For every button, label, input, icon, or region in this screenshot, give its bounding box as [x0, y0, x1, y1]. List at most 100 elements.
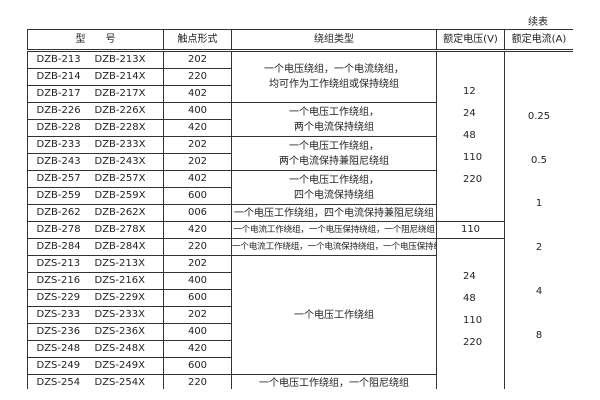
spec-table-container: 型 号 触点形式 绕组类型 额定电压(V) 额定电流(A) DZB-213 DZB… — [27, 29, 573, 389]
contact-form-cell: 202 — [163, 306, 232, 324]
contact-form-cell: 402 — [163, 170, 232, 188]
winding-type-cell: 一个电压工作绕组， 四个电流保持绕组 — [231, 170, 437, 205]
model-code-x: DZS-213X — [94, 258, 145, 269]
model-code-x: DZB-226X — [94, 105, 146, 116]
model-cell: DZS-213 DZS-213X — [27, 255, 164, 273]
winding-line: 一个电压工作绕组，一个阻尼绕组 — [259, 377, 409, 389]
contact-form-cell: 220 — [163, 374, 232, 389]
winding-line: 一个电压工作绕组， — [289, 106, 379, 118]
voltage-value: 12 — [463, 86, 476, 97]
current-value: 0.25 — [527, 111, 551, 122]
rated-current-cell: 0.25 0.5 1 2 4 8 — [504, 50, 573, 389]
contact-form-cell: 420 — [163, 119, 232, 137]
voltage-value: 110 — [463, 315, 483, 326]
model-cell: DZB-217 DZB-217X — [27, 85, 164, 103]
winding-line: 一个电压工作绕组， — [289, 174, 379, 186]
contact-form-cell: 202 — [163, 255, 232, 273]
model-code-x: DZS-254X — [94, 377, 145, 388]
model-code: DZS-249 — [36, 360, 81, 371]
table-row: DZS-248 DZS-248X 420 — [27, 340, 574, 358]
model-code: DZB-214 — [36, 71, 81, 82]
header-voltage: 额定电压(V) — [436, 29, 505, 52]
model-cell: DZB-284 DZB-284X — [27, 238, 164, 256]
model-code-x: DZB-214X — [94, 71, 146, 82]
model-code: DZB-226 — [36, 105, 81, 116]
voltage-value: 220 — [463, 337, 483, 348]
model-code-x: DZB-259X — [94, 190, 146, 201]
model-code-x: DZB-278X — [94, 224, 146, 235]
model-cell: DZB-259 DZB-259X — [27, 187, 164, 205]
contact-form-cell: 220 — [163, 238, 232, 256]
model-code: DZB-284 — [36, 241, 81, 252]
winding-line: 两个电流保持兼阻尼绕组 — [279, 155, 389, 167]
model-code: DZB-228 — [36, 122, 81, 133]
model-code: DZS-213 — [36, 258, 81, 269]
voltage-value: 110 — [463, 152, 483, 163]
table-row: DZS-216 DZS-216X 400 — [27, 272, 574, 290]
current-value: 2 — [535, 242, 543, 253]
model-code-x: DZS-236X — [94, 326, 145, 337]
header-model: 型 号 — [27, 29, 164, 52]
model-code: DZS-248 — [36, 343, 81, 354]
model-cell: DZB-262 DZB-262X — [27, 204, 164, 222]
winding-line: 一个电压绕组，一个电流绕组， — [264, 64, 404, 75]
table-row: DZB-217 DZB-217X 402 — [27, 85, 574, 103]
model-code-x: DZB-213X — [94, 54, 146, 65]
voltage-value: 24 — [463, 271, 476, 282]
model-code-x: DZB-243X — [94, 156, 146, 167]
table-row: DZB-278 DZB-278X 420 一个电流工作绕组，一个电压保持绕组，一个阻尼… — [27, 221, 574, 239]
spec-table: 型 号 触点形式 绕组类型 额定电压(V) 额定电流(A) DZB-213 DZB… — [27, 29, 573, 389]
model-cell: DZS-233 DZS-233X — [27, 306, 164, 324]
model-cell: DZS-216 DZS-216X — [27, 272, 164, 290]
model-cell: DZS-249 DZS-249X — [27, 357, 164, 375]
winding-type-cell: 一个电压工作绕组，四个电流保持兼阻尼绕组 — [231, 204, 437, 222]
model-code-x: DZB-233X — [94, 139, 146, 150]
header-contact: 触点形式 — [163, 29, 232, 52]
winding-type-cell: 一个电压工作绕组， 两个电流保持绕组 — [231, 102, 437, 137]
model-cell: DZB-214 DZB-214X — [27, 68, 164, 86]
table-row: DZB-213 DZB-213X 202 一个电压绕组，一个电流绕组， 均可作为工作绕组… — [27, 50, 573, 389]
winding-type-cell: 一个电压工作绕组， 两个电流保持兼阻尼绕组 — [231, 136, 437, 171]
model-cell: DZB-233 DZB-233X — [27, 136, 164, 154]
header-row: 型 号 触点形式 绕组类型 额定电压(V) 额定电流(A) — [27, 29, 573, 52]
model-code: DZS-254 — [36, 377, 81, 388]
model-code: DZB-213 — [36, 54, 81, 65]
model-code: DZB-262 — [36, 207, 81, 218]
winding-line: 一个电压工作绕组， — [289, 140, 379, 152]
model-code-x: DZS-248X — [94, 343, 145, 354]
contact-form-cell: 202 — [163, 136, 232, 154]
model-code: DZB-278 — [36, 224, 81, 235]
model-code: DZS-233 — [36, 309, 81, 320]
table-row: DZB-257 DZB-257X 402 一个电压工作绕组， 四个电流保持绕组 — [27, 170, 574, 205]
voltage-value: 220 — [463, 174, 483, 185]
contact-form-cell: 202 — [163, 50, 232, 69]
table-row: DZS-254 DZS-254X 220 一个电压工作绕组，一个阻尼绕组 — [27, 374, 574, 389]
model-code-x: DZS-229X — [94, 292, 145, 303]
model-code: DZB-217 — [36, 88, 81, 99]
rated-voltage-cell: 24 48 110 220 — [436, 238, 505, 389]
model-code-x: DZB-284X — [94, 241, 146, 252]
model-cell: DZB-226 DZB-226X — [27, 102, 164, 120]
winding-line: 均可作为工作绕组或保持绕组 — [269, 79, 399, 90]
contact-form-cell: 402 — [163, 85, 232, 103]
rated-voltage-cell: 12 24 48 110 220 — [436, 50, 505, 222]
current-value: 1 — [535, 198, 543, 209]
contact-form-cell: 420 — [163, 340, 232, 358]
model-code: DZB-233 — [36, 139, 81, 150]
table-row: DZS-233 DZS-233X 202 — [27, 306, 574, 324]
model-code: DZB-243 — [36, 156, 81, 167]
table-row: DZB-214 DZB-214X 220 — [27, 68, 574, 86]
model-cell: DZB-243 DZB-243X — [27, 153, 164, 171]
winding-line: 一个电压工作绕组 — [294, 309, 374, 321]
model-code-x: DZB-257X — [94, 173, 146, 184]
model-cell: DZS-248 DZS-248X — [27, 340, 164, 358]
header-winding: 绕组类型 — [231, 29, 437, 52]
winding-line: 一个电流工作绕组，一个电流保持绕组，一个电压保持绕组 — [232, 241, 437, 252]
contact-form-cell: 600 — [163, 357, 232, 375]
model-code: DZS-236 — [36, 326, 81, 337]
table-row: DZS-236 DZS-236X 400 — [27, 323, 574, 341]
model-cell: DZS-236 DZS-236X — [27, 323, 164, 341]
continued-label: 续表 — [528, 17, 548, 28]
model-cell: DZB-213 DZB-213X — [27, 50, 164, 69]
winding-type-cell: 一个电流工作绕组，一个电压保持绕组，一个阻尼绕组 — [231, 221, 437, 239]
